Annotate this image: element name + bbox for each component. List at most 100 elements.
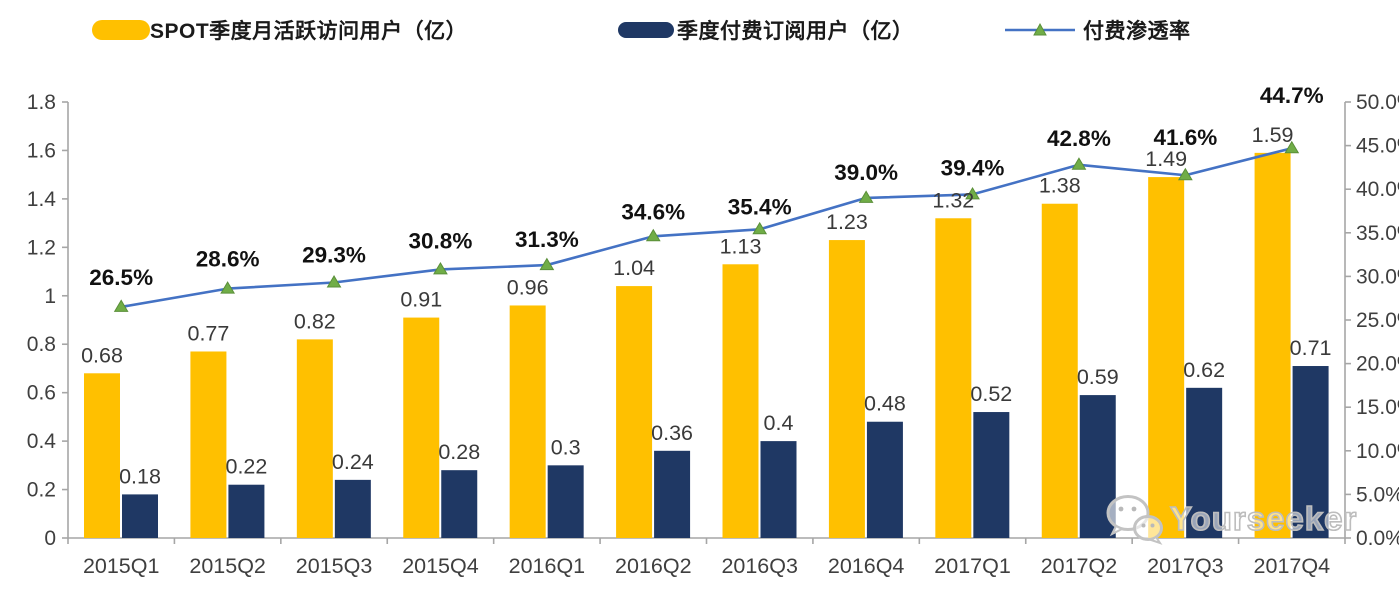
penetration-marker-2017Q4[interactable] xyxy=(1284,140,1300,154)
mau-bar-2017Q1[interactable] xyxy=(935,218,972,538)
legend-label-mau: SPOT季度月活跃访问用户（亿） xyxy=(150,20,468,43)
mau-bar-label-2016Q1: 0.96 xyxy=(507,275,549,299)
penetration-label-2016Q1: 31.3% xyxy=(515,227,579,252)
mau-bar-label-2015Q3: 0.82 xyxy=(294,309,336,333)
right-axis-tick-label: 50.0% xyxy=(1356,91,1399,114)
legend-label-subs: 季度付费订阅用户（亿） xyxy=(677,20,914,43)
penetration-marker-2015Q1[interactable] xyxy=(113,299,129,312)
penetration-marker-2017Q1[interactable] xyxy=(965,186,980,200)
subs-bar-label-2015Q4: 0.28 xyxy=(438,440,480,464)
subs-bar-label-2016Q4: 0.48 xyxy=(864,392,906,416)
mau-bar-label-2016Q4: 1.23 xyxy=(826,210,868,234)
x-axis-category-label: 2017Q4 xyxy=(1254,554,1331,578)
subs-bar-label-2015Q2: 0.22 xyxy=(225,455,267,479)
penetration-marker-2016Q3[interactable] xyxy=(752,221,768,235)
mau-bar-2015Q1[interactable] xyxy=(84,373,120,538)
subs-bar-2017Q1[interactable] xyxy=(973,412,1010,538)
right-axis-tick-label: 10.0% xyxy=(1356,440,1399,463)
penetration-label-2016Q3: 35.4% xyxy=(728,194,792,219)
left-axis-tick-label: 1.4 xyxy=(27,188,57,211)
x-axis-category-label: 2015Q3 xyxy=(296,554,373,578)
left-axis-tick-label: 0.6 xyxy=(27,382,56,405)
right-axis-tick-label: 35.0% xyxy=(1356,222,1399,245)
subs-bar-label-2017Q3: 0.62 xyxy=(1183,358,1225,382)
subs-series-swatch xyxy=(618,22,674,38)
subs-bar-2017Q4[interactable] xyxy=(1292,366,1329,538)
right-axis-tick-label: 25.0% xyxy=(1356,309,1399,332)
x-axis-category-label: 2017Q3 xyxy=(1147,554,1224,578)
mau-bar-label-2015Q4: 0.91 xyxy=(400,288,442,312)
penetration-line-marker-icon xyxy=(1005,22,1075,36)
mau-bar-2017Q4[interactable] xyxy=(1254,152,1291,538)
subs-bar-label-2017Q1: 0.52 xyxy=(970,382,1012,406)
x-axis-category-label: 2015Q2 xyxy=(189,554,266,578)
right-axis-tick-label: 20.0% xyxy=(1356,353,1399,376)
x-axis-category-label: 2016Q4 xyxy=(828,554,905,578)
chart-legend: SPOT季度月活跃访问用户（亿） 季度付费订阅用户（亿） 付费渗透率 xyxy=(0,14,1399,50)
mau-bar-2017Q2[interactable] xyxy=(1041,203,1078,538)
penetration-label-2017Q3: 41.6% xyxy=(1153,125,1217,150)
mau-bar-label-2017Q3: 1.49 xyxy=(1145,147,1187,171)
left-axis-tick-label: 1.8 xyxy=(27,91,56,114)
subs-bar-2015Q2[interactable] xyxy=(228,484,265,538)
right-axis-tick-label: 5.0% xyxy=(1356,483,1399,506)
penetration-label-2017Q4: 44.7% xyxy=(1260,83,1324,108)
penetration-label-2016Q4: 39.0% xyxy=(834,160,898,185)
right-axis-tick-label: 40.0% xyxy=(1356,178,1399,201)
mau-bar-label-2017Q2: 1.38 xyxy=(1039,174,1081,198)
penetration-marker-2015Q4[interactable] xyxy=(433,261,448,275)
x-axis-category-label: 2017Q1 xyxy=(934,554,1011,578)
legend-item-mau[interactable]: SPOT季度月活跃访问用户（亿） xyxy=(92,14,467,46)
mau-series-swatch xyxy=(92,20,150,40)
penetration-marker-2016Q2[interactable] xyxy=(645,228,661,242)
right-axis-tick-label: 30.0% xyxy=(1356,265,1399,288)
x-axis-category-label: 2015Q4 xyxy=(402,554,479,578)
penetration-marker-2017Q3[interactable] xyxy=(1177,167,1193,181)
left-axis-tick-label: 0.8 xyxy=(27,333,56,356)
subs-bar-2015Q4[interactable] xyxy=(441,470,478,538)
mau-bar-2016Q2[interactable] xyxy=(616,286,653,538)
legend-item-subs[interactable]: 季度付费订阅用户（亿） xyxy=(618,14,914,46)
subs-bar-2016Q2[interactable] xyxy=(654,450,691,538)
subs-bar-label-2016Q1: 0.3 xyxy=(551,435,581,459)
subs-bar-label-2015Q1: 0.18 xyxy=(119,464,161,488)
x-axis-category-label: 2016Q2 xyxy=(615,554,692,578)
x-axis-category-label: 2015Q1 xyxy=(83,554,160,578)
right-axis-tick-label: 45.0% xyxy=(1356,135,1399,158)
penetration-line[interactable] xyxy=(120,146,1293,309)
subs-bar-2015Q1[interactable] xyxy=(122,494,158,538)
penetration-marker-2016Q1[interactable] xyxy=(539,257,555,271)
x-axis-category-label: 2017Q2 xyxy=(1041,554,1118,578)
penetration-marker-2016Q4[interactable] xyxy=(858,190,874,203)
mau-bar-2015Q3[interactable] xyxy=(296,339,333,538)
legend-item-penetration[interactable]: 付费渗透率 xyxy=(1003,14,1191,46)
penetration-marker-2017Q2[interactable] xyxy=(1071,157,1087,170)
left-axis-tick-label: 0 xyxy=(44,527,56,550)
penetration-label-2017Q2: 42.8% xyxy=(1047,126,1111,151)
x-axis-category-label: 2016Q3 xyxy=(721,554,798,578)
subs-bar-2016Q1[interactable] xyxy=(547,465,584,538)
mau-bar-2016Q3[interactable] xyxy=(722,264,759,538)
left-axis-tick-label: 0.4 xyxy=(27,430,57,453)
mau-bar-2015Q4[interactable] xyxy=(403,317,440,538)
mau-bar-label-2017Q1: 1.32 xyxy=(932,188,974,212)
penetration-marker-2015Q3[interactable] xyxy=(326,275,342,288)
subs-bar-2017Q2[interactable] xyxy=(1079,395,1116,538)
mau-bar-2017Q3[interactable] xyxy=(1148,177,1185,539)
subs-bar-2016Q3[interactable] xyxy=(760,441,797,538)
subs-bar-label-2016Q3: 0.4 xyxy=(764,411,794,435)
legend-label-penetration: 付费渗透率 xyxy=(1083,20,1191,43)
subs-bar-label-2017Q4: 0.71 xyxy=(1290,336,1332,360)
mau-bar-2016Q4[interactable] xyxy=(828,240,865,539)
subs-bar-2017Q3[interactable] xyxy=(1186,387,1223,538)
subs-bar-2015Q3[interactable] xyxy=(334,479,371,538)
mau-bar-2016Q1[interactable] xyxy=(509,305,546,538)
penetration-label-2016Q2: 34.6% xyxy=(621,199,685,224)
penetration-marker-2015Q2[interactable] xyxy=(220,281,235,294)
penetration-label-2015Q3: 29.3% xyxy=(302,243,366,268)
mau-bar-2015Q2[interactable] xyxy=(190,351,227,538)
left-axis-tick-label: 1 xyxy=(44,285,56,308)
subs-bar-2016Q4[interactable] xyxy=(866,421,903,538)
penetration-label-2017Q1: 39.4% xyxy=(941,155,1005,180)
